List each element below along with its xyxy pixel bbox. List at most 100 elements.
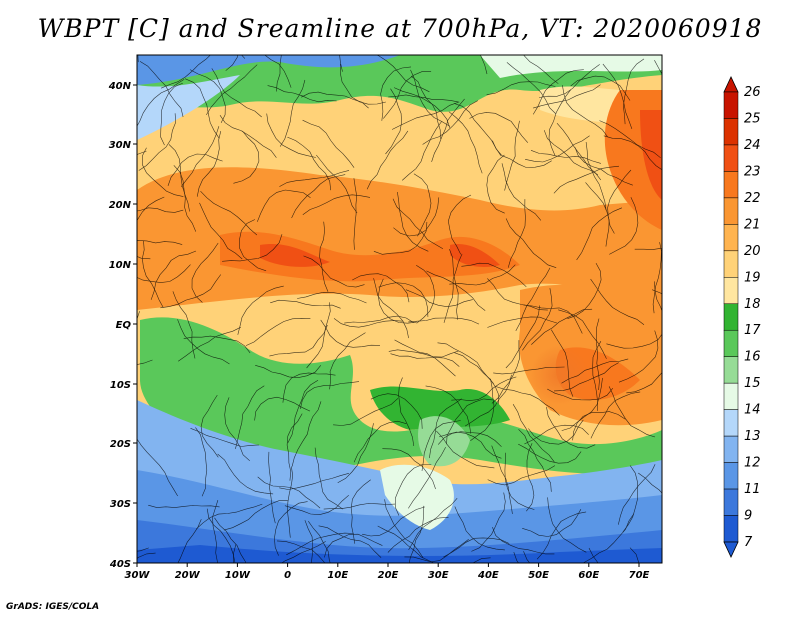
lon-tick-label: 50E [528,570,549,581]
streamline [654,60,662,75]
streamline [439,431,502,459]
colorbar-swatch [723,515,739,543]
streamline [512,404,555,463]
streamline [393,87,450,128]
streamline [626,372,662,394]
streamline [421,420,461,471]
streamline [536,511,587,560]
streamline [378,282,429,317]
streamline [454,506,505,551]
streamline [429,398,462,459]
streamline [148,504,220,508]
streamline [505,218,557,268]
streamline [177,519,202,563]
streamline [137,55,139,63]
lon-tick-label: 60E [578,570,599,581]
streamline [422,100,478,145]
streamline [547,497,587,553]
streamline [562,85,608,137]
streamline [405,289,473,308]
streamline [137,359,153,365]
streamline [380,66,412,121]
streamline [383,71,432,119]
streamline [588,547,599,563]
streamline [150,250,197,300]
streamline [397,191,429,252]
streamline [266,113,316,158]
colorbar-label: 23 [744,164,761,179]
streamline [410,69,450,127]
streamline [339,55,343,72]
streamline [320,319,381,348]
streamline [377,278,417,324]
lat-tick-label: 10N [109,260,132,271]
streamline [436,430,495,469]
streamline [501,163,542,221]
streamline [572,411,626,441]
streamline [574,147,633,186]
streamline [196,503,263,530]
colorbar-label: 21 [744,217,761,232]
lat-tick-label: EQ [116,320,132,331]
streamline [531,308,593,345]
streamline [390,353,460,367]
streamline [137,240,183,245]
streamline [558,309,607,359]
streamline [222,234,283,262]
streamline [200,190,258,236]
streamline [190,428,260,447]
streamline [297,291,367,304]
streamline [160,274,222,309]
lat-tick-label: 30N [109,140,132,151]
colorbar-label: 24 [744,138,761,153]
colorbar-label: 16 [744,350,761,365]
streamline [567,262,602,319]
streamline [585,182,610,247]
streamline [284,494,349,516]
streamline [609,197,639,255]
streamline [622,58,645,125]
map-frame [136,54,663,564]
streamline [394,339,456,377]
colorbar-label: 9 [744,509,752,524]
colorbar: 26 25 24 23 22 21 20 19 18 17 16 15 14 13 12 11 9 7 [723,76,761,558]
lon-tick-label: 20W [175,570,201,581]
lat-tick-label: 20S [110,439,131,450]
streamline [583,513,635,563]
streamline [178,326,241,362]
streamline [596,318,600,391]
streamline [139,61,184,118]
colorbar-swatch [723,171,739,199]
streamline [180,126,220,187]
streamline [211,68,262,118]
streamline [137,552,156,559]
streamline [504,452,535,510]
streamline [607,169,632,234]
streamline [408,446,446,509]
streamline [137,207,184,213]
streamline [373,221,428,255]
streamline [437,342,494,384]
streamline [344,315,414,324]
streamline [281,541,326,563]
colorbar-swatch [723,250,739,278]
streamline [217,453,274,495]
colorbar-label: 14 [744,403,761,418]
streamline [446,398,493,445]
streamline [425,385,472,434]
streamline [300,381,360,409]
streamline [553,165,620,194]
streamline [491,445,513,514]
streamline [472,557,491,563]
lat-tick-label: 10S [110,380,131,391]
streamline [471,492,506,552]
streamline [533,84,601,109]
colorbar-swatch [723,303,739,331]
streamline [526,443,535,512]
streamline [239,219,267,272]
colorbar-swatch [723,197,739,225]
streamline [183,335,251,354]
streamline [523,551,531,563]
lat-tick-label: 40N [108,81,132,92]
streamline [561,377,603,431]
